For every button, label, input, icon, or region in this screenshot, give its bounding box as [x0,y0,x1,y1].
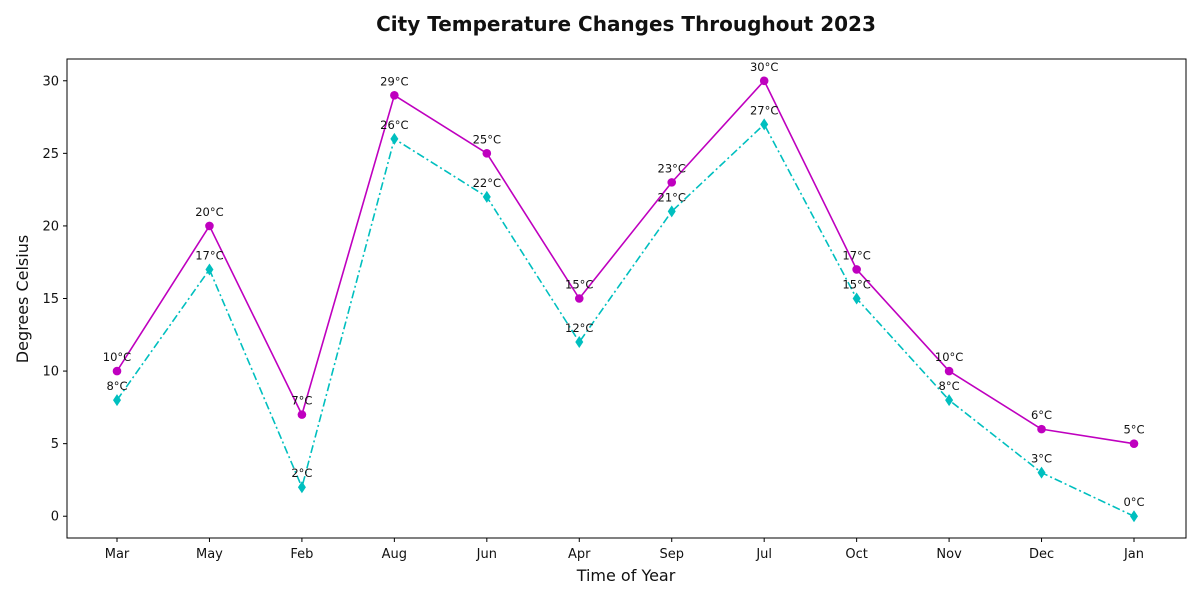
data-point [390,132,399,145]
data-point [944,366,954,376]
data-label: 6°C [1031,408,1052,422]
data-point [760,118,769,131]
data-label: 10°C [935,350,963,364]
x-tick-label: Mar [105,547,130,562]
data-point [852,292,861,305]
x-tick-label: Jan [1123,547,1144,562]
data-label: 25°C [473,132,501,146]
x-tick-label: May [196,547,223,562]
data-label: 3°C [1031,452,1052,466]
x-tick-label: Feb [290,547,313,562]
data-point [1129,439,1139,448]
data-point [297,410,307,419]
data-point [667,178,677,187]
data-label: 21°C [658,190,686,204]
x-tick-label: Oct [845,547,867,562]
y-tick-label: 20 [42,219,59,234]
data-point [482,190,491,203]
data-label: 8°C [939,379,960,393]
x-tick-label: Nov [936,547,962,562]
data-label: 23°C [658,161,686,175]
x-tick-label: Jun [476,547,497,562]
data-point [1130,510,1138,523]
data-label: 30°C [750,60,778,74]
series-2: 8°C 17°C 2°C 26°C 22°C 12°C 21°C 27°C 15°C 8°C 3°C… [106,103,1145,523]
data-label: 17°C [842,248,870,262]
plot-frame [66,58,1187,539]
data-label: 15°C [842,278,870,292]
x-tick-label: Aug [382,547,407,562]
x-tick-label: Sep [659,547,684,562]
data-point [1037,424,1046,434]
data-label: 2°C [291,466,312,480]
data-point [1037,466,1046,479]
data-label: 27°C [750,103,778,117]
x-tick-label: Dec [1029,547,1054,562]
chart-title: City Temperature Changes Throughout 2023 [376,12,876,36]
x-axis-label: Time of Year [576,566,676,585]
data-point [390,90,399,100]
y-tick-label: 25 [42,147,59,162]
y-tick-label: 15 [42,292,59,307]
data-point [297,481,306,494]
series-line [116,123,1135,517]
series-line [116,79,1135,445]
data-label: 5°C [1123,423,1144,437]
data-point [482,149,492,158]
data-label: 26°C [380,118,408,132]
data-point [575,336,584,349]
y-axis-label: Degrees Celsius [13,235,32,363]
data-point [113,394,121,407]
data-label: 29°C [380,74,408,88]
y-tick-label: 10 [42,365,59,380]
data-label: 20°C [195,205,223,219]
data-label: 15°C [565,278,593,292]
data-point [945,394,954,407]
data-point [205,263,214,276]
data-label: 8°C [106,379,127,393]
y-tick-label: 30 [42,74,59,89]
data-label: 10°C [103,350,131,364]
y-tick-label: 5 [51,437,59,452]
data-label: 7°C [291,394,312,408]
data-point [852,265,861,274]
data-point [574,294,584,303]
data-point [759,76,769,86]
data-point [205,221,214,231]
data-label: 12°C [565,321,593,335]
data-label: 22°C [473,176,501,190]
data-label: 17°C [195,248,223,262]
x-tick-label: Jul [755,547,772,562]
data-point [667,205,676,218]
data-point [112,366,122,376]
y-tick-label: 0 [51,510,59,525]
plot-area: 0 5 10 15 20 25 30 Mar May Feb Aug Jun Apr Sep Jul Oct N… [42,58,1187,562]
data-label: 0°C [1123,495,1144,509]
x-tick-label: Apr [568,547,591,562]
series-1: 10°C 20°C 7°C 29°C 25°C 15°C 23°C 30°C 17°C 10°C 6… [103,60,1145,448]
